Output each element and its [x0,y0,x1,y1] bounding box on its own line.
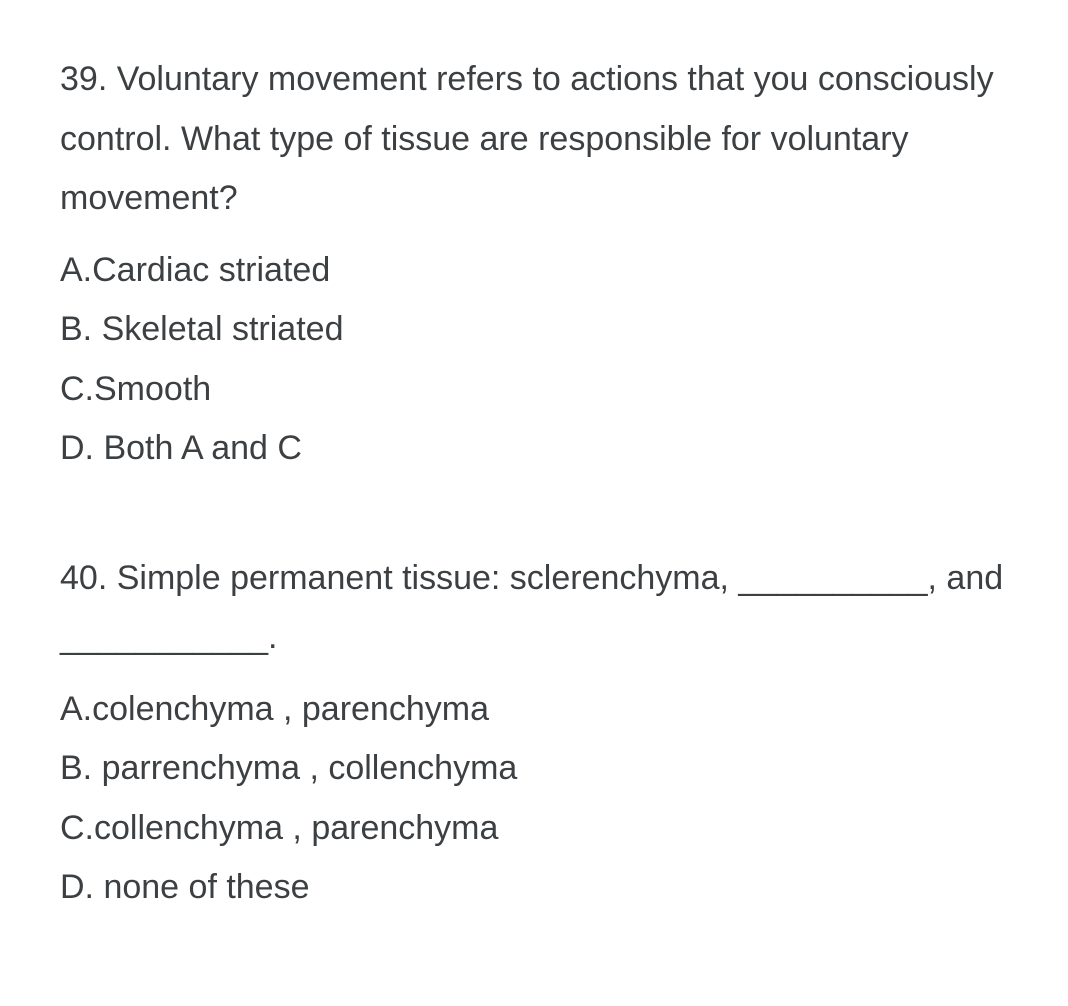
option-label: A. [60,690,92,728]
question-39-text: 39. Voluntary movement refers to actions… [60,50,1008,229]
question-39-option-a: A.Cardiac striated [60,241,1008,301]
option-text: colenchyma , parenchyma [92,690,489,728]
question-block-40: 40. Simple permanent tissue: sclerenchym… [60,549,1008,918]
option-text: Both A and C [94,429,302,467]
question-number: 39. [60,60,107,98]
option-text: none of these [94,868,310,906]
option-label: D. [60,429,94,467]
option-label: A. [60,251,92,289]
option-text: parrenchyma , collenchyma [92,749,517,787]
question-body: Simple permanent tissue: sclerenchyma, _… [60,559,1003,657]
option-text: collenchyma , parenchyma [94,809,498,847]
option-label: C. [60,809,94,847]
question-39-option-b: B. Skeletal striated [60,300,1008,360]
option-label: B. [60,310,92,348]
option-text: Cardiac striated [92,251,330,289]
question-number: 40. [60,559,107,597]
option-label: B. [60,749,92,787]
question-40-option-d: D. none of these [60,858,1008,918]
option-text: Skeletal striated [92,310,343,348]
question-40-text: 40. Simple permanent tissue: sclerenchym… [60,549,1008,668]
option-text: Smooth [94,370,211,408]
question-39-option-c: C.Smooth [60,360,1008,420]
question-39-option-d: D. Both A and C [60,419,1008,479]
question-40-option-b: B. parrenchyma , collenchyma [60,739,1008,799]
question-block-39: 39. Voluntary movement refers to actions… [60,50,1008,479]
question-40-option-c: C.collenchyma , parenchyma [60,799,1008,859]
option-label: C. [60,370,94,408]
question-body: Voluntary movement refers to actions tha… [60,60,994,217]
option-label: D. [60,868,94,906]
question-40-option-a: A.colenchyma , parenchyma [60,680,1008,740]
